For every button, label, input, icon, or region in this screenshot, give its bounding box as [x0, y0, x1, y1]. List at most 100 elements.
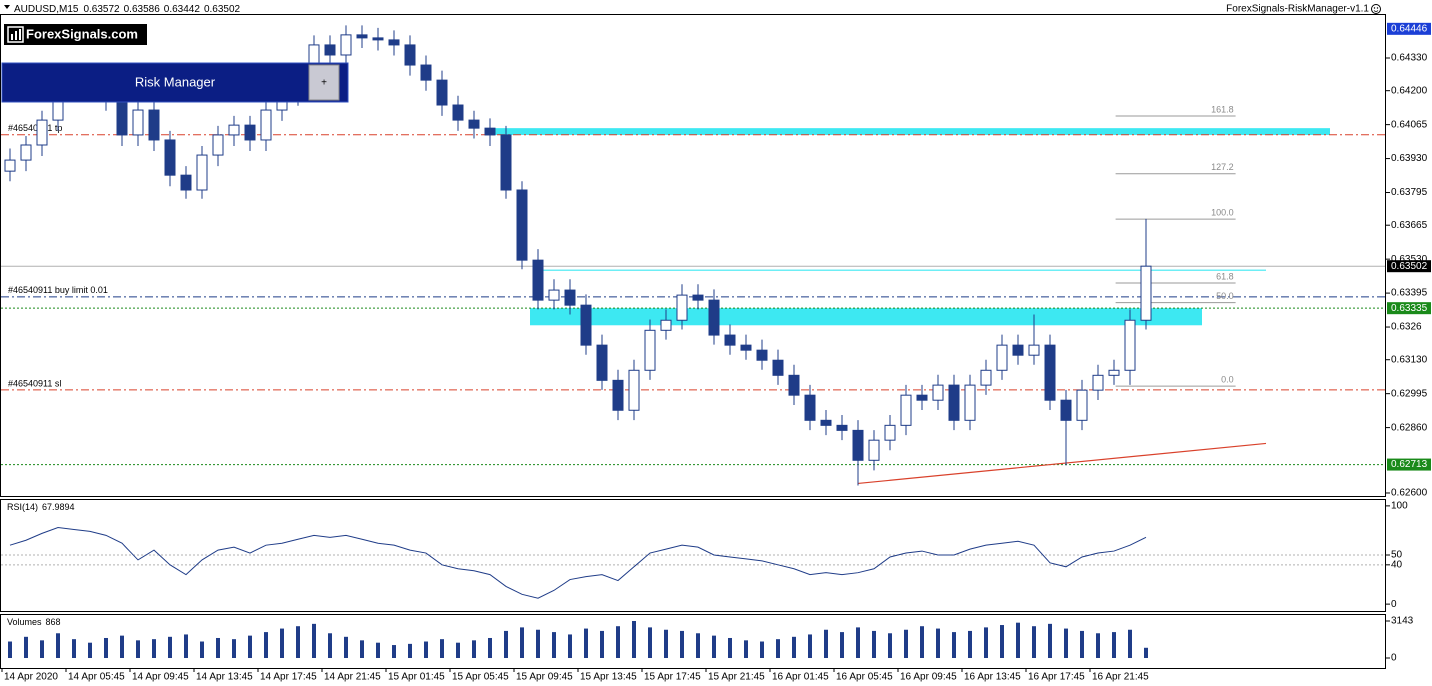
volume-bar [1064, 628, 1068, 659]
x-tick-label: 15 Apr 01:45 [388, 672, 445, 683]
fib-label: 0.0 [1221, 374, 1234, 384]
x-tick-label: 15 Apr 17:45 [644, 672, 701, 683]
x-tick-label: 16 Apr 13:45 [964, 672, 1021, 683]
volume-bar [1144, 647, 1148, 659]
y-tick-label: 0.62860 [1391, 422, 1428, 433]
risk-manager-panel[interactable]: Risk Manager + [1, 62, 349, 103]
expand-button-label[interactable]: + [321, 78, 327, 89]
x-tick-label: 14 Apr 05:45 [68, 672, 125, 683]
volume-bar [136, 640, 140, 659]
y-tick-label: 0.62995 [1391, 388, 1428, 399]
rsi-frame [0, 499, 1386, 612]
volume-bar [328, 633, 332, 659]
candle-body [900, 394, 912, 426]
level-label: #46540911 tp [8, 123, 62, 133]
level-label: #46540911 buy limit 0.01 [8, 285, 108, 295]
candle-body [516, 189, 528, 261]
main-frame [0, 14, 1386, 497]
price-badge [1387, 22, 1431, 35]
candle-body [452, 104, 464, 121]
volume-frame [0, 614, 1386, 669]
candle-body [484, 127, 496, 136]
candle-body [244, 124, 256, 141]
volume-bar [120, 635, 124, 659]
candle-body [356, 34, 368, 39]
volume-bar [808, 634, 812, 659]
x-tick-label: 14 Apr 2020 [4, 672, 58, 683]
x-tick-label: 14 Apr 21:45 [324, 672, 381, 683]
candle-body [324, 44, 336, 56]
candle-body [932, 384, 944, 401]
candle-body [756, 349, 768, 361]
candle-body [1124, 319, 1136, 371]
candle-body [36, 119, 48, 146]
chart-header: AUDUSD,M15 0.63572 0.63586 0.63442 0.63502 [14, 4, 241, 15]
plot: #46540911 tp #46540911 buy limit 0.01 #465… [1, 22, 1431, 683]
volume-bar [1000, 625, 1004, 659]
volume-bar [616, 626, 620, 659]
volume-bar [440, 639, 444, 659]
candle-body [772, 359, 784, 376]
candle-body [404, 44, 416, 66]
candle-body [420, 64, 432, 81]
volume-bar [40, 640, 44, 659]
x-tick-label: 16 Apr 09:45 [900, 672, 957, 683]
volume-bar [200, 641, 204, 659]
price-badge [1387, 458, 1431, 471]
volume-bar [632, 620, 636, 659]
y-tick-label: 0 [1391, 653, 1397, 664]
volume-bar [888, 633, 892, 659]
volume-bar [776, 639, 780, 659]
indicator-label: Volumes 868 [7, 617, 61, 627]
candle-body [116, 99, 128, 136]
volume-bar [1080, 630, 1084, 659]
volume-bar [56, 633, 60, 659]
volume-bar [168, 636, 172, 659]
volume-bar [424, 641, 428, 659]
candle-body [148, 109, 160, 141]
volume-bar [520, 627, 524, 659]
volume-bar [760, 641, 764, 659]
trend-line [857, 442, 1267, 485]
volume-bar [952, 632, 956, 659]
low: 0.63442 [164, 4, 201, 15]
y-tick-label: 0.63930 [1391, 153, 1428, 164]
x-tick-label: 16 Apr 01:45 [772, 672, 829, 683]
candle-body [500, 134, 512, 191]
volume-bar [392, 645, 396, 659]
candle-body [724, 334, 736, 346]
candle-body [868, 439, 880, 461]
y-tick-label: 0.64065 [1391, 119, 1428, 130]
zone [490, 128, 1330, 135]
open: 0.63572 [83, 4, 120, 15]
menu-arrow[interactable] [4, 5, 10, 9]
volume-bar [968, 630, 972, 659]
volume-bar [104, 637, 108, 659]
candle-body [212, 134, 224, 156]
candle-body [1092, 374, 1104, 391]
volume-bar [360, 640, 364, 659]
high: 0.63586 [124, 4, 161, 15]
smiley [1371, 4, 1381, 14]
volume-bar [216, 637, 220, 659]
candle-body [1076, 389, 1088, 421]
y-tick-label: 40 [1391, 559, 1403, 570]
indicator-value: 868 [46, 617, 61, 627]
x-tick-label: 14 Apr 09:45 [132, 672, 189, 683]
y-tick-label: 0.64200 [1391, 85, 1428, 96]
candle-body [708, 299, 720, 336]
x-tick-label: 16 Apr 17:45 [1028, 672, 1085, 683]
y-tick-label: 0.63530 [1391, 254, 1428, 265]
x-tick-label: 15 Apr 21:45 [708, 672, 765, 683]
volume-bar [696, 633, 700, 659]
x-tick-label: 14 Apr 17:45 [260, 672, 317, 683]
volume-bar [744, 640, 748, 659]
volume-bar [1016, 622, 1020, 659]
candle-body [372, 37, 384, 41]
candle-body [820, 419, 832, 426]
candle-body [788, 374, 800, 396]
volume-bar [680, 630, 684, 659]
volume-bar [1096, 633, 1100, 659]
expand-button[interactable] [308, 64, 340, 101]
